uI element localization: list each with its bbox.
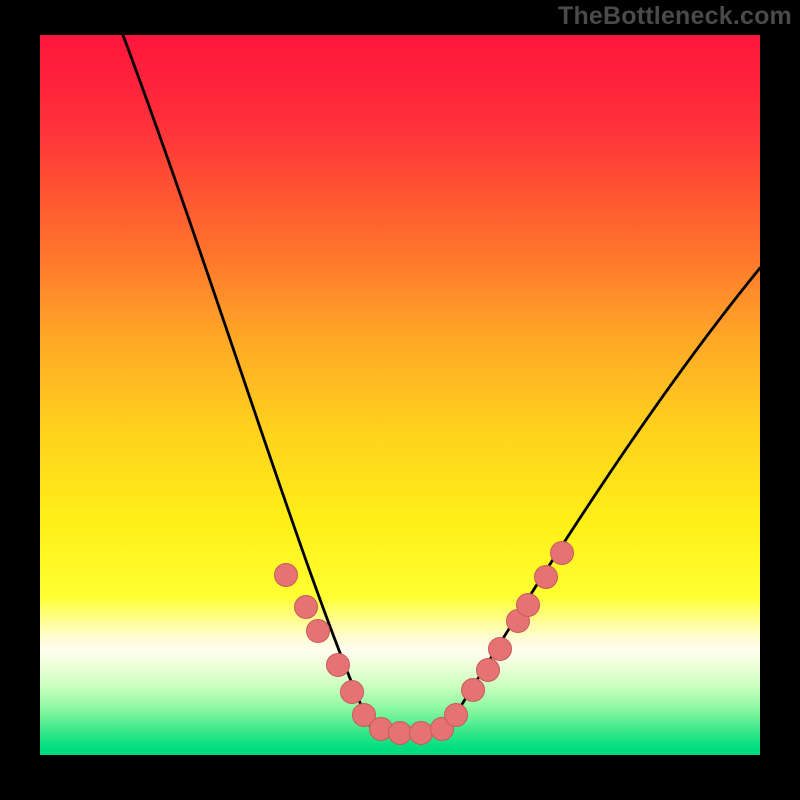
data-point <box>488 637 512 661</box>
chart-frame: TheBottleneck.com <box>0 0 800 800</box>
data-point <box>476 658 500 682</box>
data-point <box>550 541 574 565</box>
data-point <box>444 703 468 727</box>
curve-layer <box>0 0 800 800</box>
data-point <box>534 565 558 589</box>
data-point <box>461 678 485 702</box>
data-point <box>294 595 318 619</box>
data-point <box>340 680 364 704</box>
data-point <box>516 593 540 617</box>
data-point <box>326 653 350 677</box>
data-point <box>274 563 298 587</box>
data-point <box>306 619 330 643</box>
v-curve <box>123 35 760 730</box>
data-point <box>409 721 433 745</box>
